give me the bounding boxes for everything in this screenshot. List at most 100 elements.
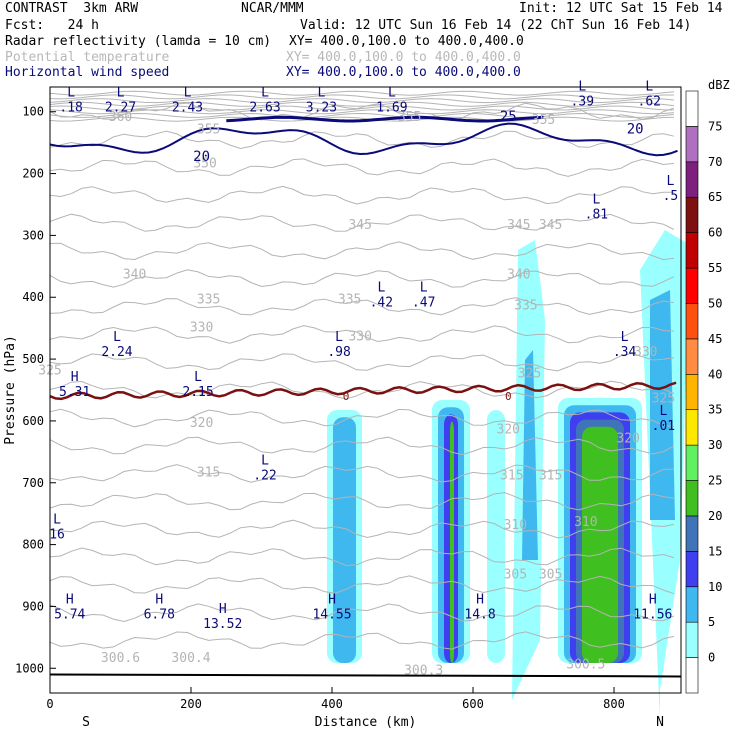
colorbar-swatch xyxy=(685,338,699,375)
colorbar-label: 35 xyxy=(708,403,722,417)
extremum-value: 1.69 xyxy=(376,101,407,116)
extremum-marker: L xyxy=(117,86,125,101)
theta-isoline xyxy=(49,185,674,205)
extremum-marker: L xyxy=(53,512,61,527)
theta-label: 315 xyxy=(539,469,562,484)
theta-isoline xyxy=(49,575,675,595)
axes: 0 200 400 600 800100200300400500600700800900… xyxy=(3,86,682,730)
y-tick-label: 700 xyxy=(22,476,44,490)
colorbar-label: 10 xyxy=(708,580,722,594)
extremum-value: .34 xyxy=(613,345,637,360)
theta-label: 310 xyxy=(574,515,597,530)
extremum-value: 2.24 xyxy=(101,345,132,360)
y-tick-label: 100 xyxy=(22,105,44,119)
theta-label: 320 xyxy=(616,432,639,447)
extremum-value: 3.23 xyxy=(306,101,337,116)
extremum-value: .62 xyxy=(638,94,661,109)
reflectivity-fill xyxy=(327,230,690,720)
extremum-value: 2.27 xyxy=(105,101,136,116)
freezing-label: 0 xyxy=(505,390,512,403)
extremum-marker: H xyxy=(649,593,657,608)
wind-isotach-25 xyxy=(226,115,544,123)
theta-label: 345 xyxy=(539,218,562,233)
extremum-value: 6.78 xyxy=(144,608,175,623)
colorbar-swatch xyxy=(685,267,699,304)
theta-label: 315 xyxy=(500,469,523,484)
extremum-value: .98 xyxy=(327,345,350,360)
colorbar-label: 20 xyxy=(708,509,722,523)
extremum-marker: H xyxy=(476,593,484,608)
theta-label: 335 xyxy=(338,292,361,307)
theta-isoline xyxy=(49,98,674,104)
extremum-marker: L xyxy=(592,193,600,208)
extremum-marker: L xyxy=(388,86,396,101)
theta-label: 305 xyxy=(504,568,527,583)
theta-label: 350 xyxy=(193,156,216,171)
extremum-marker: L xyxy=(420,280,428,295)
theta-isoline xyxy=(49,547,675,567)
theta-label: 300.6 xyxy=(101,651,140,666)
colorbar-swatch xyxy=(685,551,699,588)
extremum-marker: L xyxy=(318,86,326,101)
extremum-value: 5.31 xyxy=(59,385,90,400)
y-tick-label: 200 xyxy=(22,167,44,181)
freezing-label: 0 xyxy=(343,390,350,403)
extremum-value: .81 xyxy=(585,208,608,223)
theta-isoline xyxy=(49,102,675,122)
colorbar-swatch xyxy=(685,515,699,552)
colorbar-label: 25 xyxy=(708,474,722,488)
extremum-marker: L xyxy=(377,280,385,295)
theta-label: 325 xyxy=(652,391,675,406)
extremum-value: .18 xyxy=(59,101,82,116)
extremum-marker: L xyxy=(335,330,343,345)
extremum-value: 14.55 xyxy=(312,608,351,623)
theta-label: 320 xyxy=(190,416,213,431)
colorbar-label: 55 xyxy=(708,261,722,275)
y-tick-label: 900 xyxy=(22,599,44,613)
extremum-marker: H xyxy=(328,593,336,608)
colorbar-unit: dBZ xyxy=(708,78,730,92)
y-tick-label: 800 xyxy=(22,538,44,552)
colorbar-label: 60 xyxy=(708,226,722,240)
theta-isoline xyxy=(49,436,675,456)
theta-isoline xyxy=(49,109,674,115)
theta-isoline xyxy=(49,213,675,232)
freezing-line xyxy=(49,381,677,401)
extremum-value: 5.74 xyxy=(54,608,85,623)
theta-label: 335 xyxy=(514,299,537,314)
colorbar-swatch xyxy=(685,409,699,446)
colorbar-label: 15 xyxy=(708,544,722,558)
reflectivity-plume-2 xyxy=(522,350,538,560)
extremum-value: 2.43 xyxy=(172,101,203,116)
colorbar: 0 5 10 15 20 25 30 35 40 45 50 55 60 65 70 75 dBZ xyxy=(685,78,730,694)
colorbar-label: 70 xyxy=(708,155,722,169)
extremum-marker: L xyxy=(261,454,269,469)
colorbar-label: 30 xyxy=(708,438,722,452)
extremum-marker: H xyxy=(66,593,74,608)
theta-label: 305 xyxy=(539,568,562,583)
y-tick-label: 500 xyxy=(22,352,44,366)
theta-label: 320 xyxy=(497,422,520,437)
theta-isoline xyxy=(49,408,674,428)
wind-isotach-20 xyxy=(49,122,678,157)
reflectivity-plume-3 xyxy=(650,290,675,520)
extremum-marker: L xyxy=(667,174,675,189)
y-tick-label: 600 xyxy=(22,414,44,428)
theta-label: 315 xyxy=(197,466,220,481)
colorbar-swatch xyxy=(685,232,699,269)
theta-isoline xyxy=(49,116,674,122)
colorbar-swatch xyxy=(685,126,699,163)
extremum-marker: L xyxy=(67,86,75,101)
extremum-marker: L xyxy=(261,86,269,101)
theta-label: 335 xyxy=(197,292,220,307)
init-time: Init: 12 UTC Sat 15 Feb 14 xyxy=(519,1,723,16)
extremum-value: .39 xyxy=(571,94,594,109)
colorbar-label: 40 xyxy=(708,367,722,381)
x-tick-label: 200 xyxy=(180,697,202,711)
extremum-value: .22 xyxy=(253,469,276,484)
valid-time: Valid: 12 UTC Sun 16 Feb 14 (22 ChT Sun … xyxy=(300,18,692,33)
colorbar-swatch xyxy=(685,196,699,233)
colorbar-swatch xyxy=(685,373,699,411)
colorbar-label: 5 xyxy=(708,615,715,629)
